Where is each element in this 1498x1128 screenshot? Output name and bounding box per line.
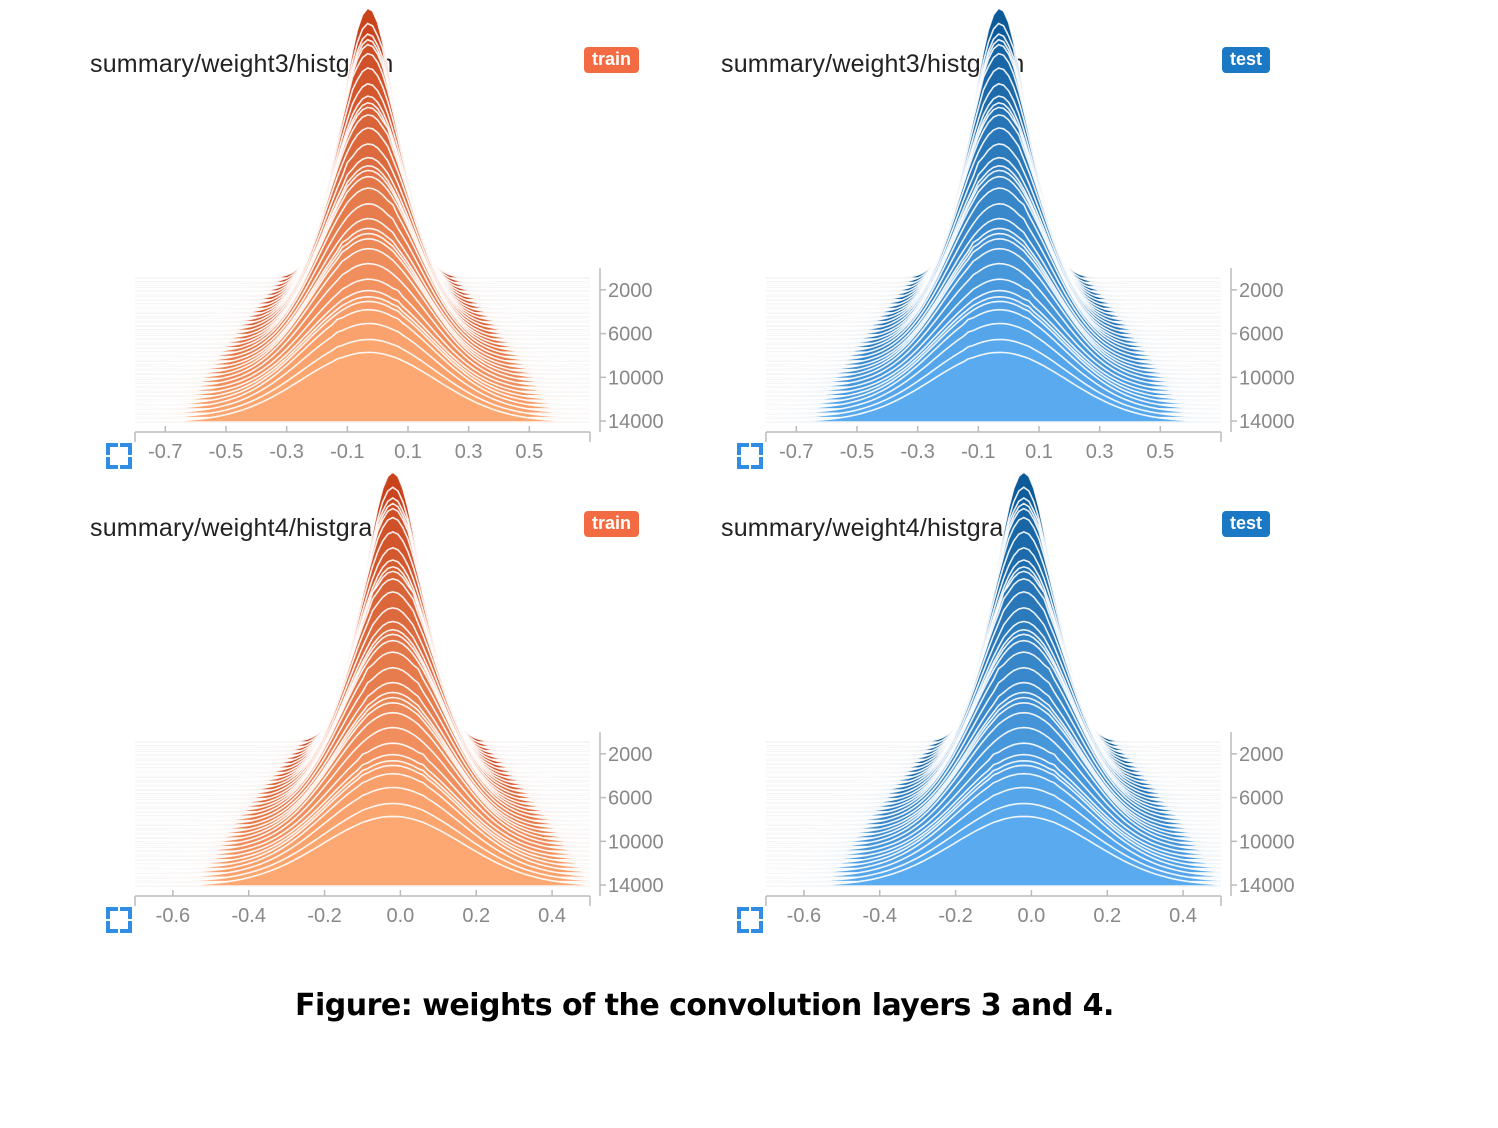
x-axis: -0.6 -0.4 -0.2 0.0 0.2 0.4 [134, 890, 591, 927]
x-tick-label: 0.3 [455, 441, 483, 463]
x-tick-label: -0.3 [900, 441, 934, 463]
x-tick-label: 0.2 [462, 905, 490, 927]
x-tick-label: 0.5 [1146, 441, 1174, 463]
step-tick-label: 14000 [608, 875, 664, 897]
x-tick-label: 0.3 [1086, 441, 1114, 463]
expand-icon[interactable] [106, 907, 132, 933]
expand-icon[interactable] [106, 443, 132, 469]
x-tick-label: 0.4 [1169, 905, 1197, 927]
run-badge-train: train [584, 511, 640, 537]
x-tick-label: 0.2 [1093, 905, 1121, 927]
step-tick-label: 2000 [608, 744, 653, 766]
x-tick-label: -0.1 [330, 441, 364, 463]
histogram-slice [765, 351, 1222, 423]
histogram-chart[interactable]: -0.6 -0.4 -0.2 0.0 0.2 0.4 2000 6000 10000 14000 [120, 470, 680, 934]
panel-title: summary/weight4/histgram [721, 514, 1025, 542]
run-badge-test: test [1222, 47, 1271, 73]
step-axis: 2000 6000 10000 14000 [1230, 732, 1295, 897]
figure-caption: Figure: weights of the convolution layer… [295, 988, 1114, 1023]
histogram-slices [134, 7, 591, 423]
x-tick-label: -0.4 [863, 905, 897, 927]
panel-title: summary/weight3/histgram [721, 50, 1025, 78]
step-tick-label: 10000 [608, 831, 664, 853]
x-tick-label: -0.1 [961, 441, 995, 463]
step-axis: 2000 6000 10000 14000 [1230, 268, 1295, 433]
histogram-panel-weight3-test: summary/weight3/histgram test -0.7 -0.5 -0… [721, 7, 1321, 490]
panel-title: summary/weight4/histgram [90, 514, 394, 542]
x-tick-label: -0.5 [209, 441, 243, 463]
step-tick-label: 14000 [1239, 411, 1295, 433]
histogram-panel-weight4-test: summary/weight4/histgram test -0.6 -0.4 -0… [721, 470, 1321, 954]
x-tick-label: -0.2 [938, 905, 972, 927]
histogram-slice [765, 815, 1222, 887]
histogram-slice [134, 815, 591, 887]
x-tick-label: 0.5 [515, 441, 543, 463]
run-badge-test: test [1222, 511, 1271, 537]
x-tick-label: 0.0 [387, 905, 415, 927]
step-tick-label: 2000 [1239, 744, 1284, 766]
histogram-panel-weight4-train: summary/weight4/histgram train -0.6 -0.4-… [90, 470, 690, 954]
step-tick-label: 2000 [608, 280, 653, 302]
x-tick-label: -0.6 [156, 905, 190, 927]
step-tick-label: 10000 [608, 367, 664, 389]
x-tick-label: 0.1 [1025, 441, 1053, 463]
step-tick-label: 6000 [1239, 324, 1284, 346]
histogram-chart[interactable]: -0.7 -0.5 -0.3 -0.1 0.1 0.3 0.5 2000 6000 10000 14… [120, 7, 680, 470]
expand-icon[interactable] [737, 907, 763, 933]
step-tick-label: 10000 [1239, 831, 1295, 853]
x-axis: -0.7 -0.5 -0.3 -0.1 0.1 0.3 0.5 [765, 426, 1222, 463]
panel-title: summary/weight3/histgram [90, 50, 394, 78]
histogram-slices [134, 470, 591, 887]
expand-icon[interactable] [737, 443, 763, 469]
x-tick-label: 0.0 [1018, 905, 1046, 927]
x-tick-label: -0.7 [148, 441, 182, 463]
step-axis: 2000 6000 10000 14000 [599, 732, 664, 897]
histogram-chart[interactable]: -0.7 -0.5 -0.3 -0.1 0.1 0.3 0.5 2000 6000 10000 14… [751, 7, 1311, 470]
x-axis: -0.7 -0.5 -0.3 -0.1 0.1 0.3 0.5 [134, 426, 591, 463]
x-axis: -0.6 -0.4 -0.2 0.0 0.2 0.4 [765, 890, 1222, 927]
histogram-chart[interactable]: -0.6 -0.4 -0.2 0.0 0.2 0.4 2000 6000 10000 14000 [751, 470, 1311, 934]
x-tick-label: -0.6 [787, 905, 821, 927]
x-tick-label: 0.1 [394, 441, 422, 463]
x-tick-label: -0.5 [840, 441, 874, 463]
step-tick-label: 14000 [1239, 875, 1295, 897]
step-axis: 2000 6000 10000 14000 [599, 268, 664, 433]
step-tick-label: 6000 [608, 788, 653, 810]
step-tick-label: 6000 [608, 324, 653, 346]
step-tick-label: 2000 [1239, 280, 1284, 302]
histogram-slices [765, 7, 1222, 423]
histogram-panel-weight3-train: summary/weight3/histgram train -0.7 -0.5-… [90, 7, 690, 490]
x-tick-label: -0.2 [307, 905, 341, 927]
x-tick-label: 0.4 [538, 905, 566, 927]
step-tick-label: 10000 [1239, 367, 1295, 389]
step-tick-label: 14000 [608, 411, 664, 433]
x-tick-label: -0.7 [779, 441, 813, 463]
histogram-slices [765, 470, 1222, 887]
x-tick-label: -0.3 [269, 441, 303, 463]
x-tick-label: -0.4 [232, 905, 266, 927]
step-tick-label: 6000 [1239, 788, 1284, 810]
histogram-slice [134, 351, 591, 423]
run-badge-train: train [584, 47, 640, 73]
